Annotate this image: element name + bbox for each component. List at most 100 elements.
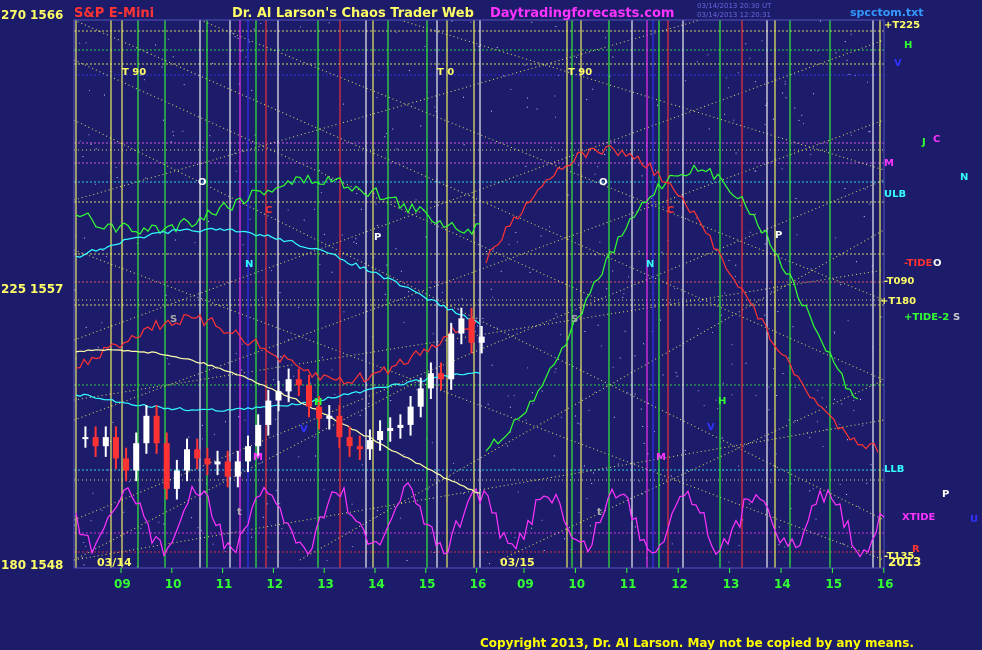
right-label: -T090 — [884, 276, 914, 287]
price-bar-body — [336, 415, 343, 438]
star — [392, 128, 394, 130]
star — [489, 563, 490, 565]
x-tick-label: 14 — [774, 577, 791, 591]
star — [261, 296, 263, 298]
trend-line — [73, 119, 885, 521]
star — [249, 218, 251, 220]
star — [832, 382, 834, 384]
star — [165, 294, 167, 296]
star — [241, 150, 243, 152]
indicator-curve — [75, 314, 481, 385]
indicator-curve — [75, 481, 885, 558]
chart-title: Dr. Al Larson's Chaos Trader Web — [232, 6, 474, 21]
star — [280, 356, 282, 358]
star — [168, 363, 170, 365]
y-label-bottom-price: 1548 — [30, 558, 63, 572]
star — [642, 426, 644, 427]
star — [754, 81, 756, 83]
star — [503, 75, 505, 77]
star — [784, 83, 786, 85]
star — [400, 270, 402, 272]
price-bar-body — [417, 388, 424, 407]
star — [594, 254, 596, 256]
star — [803, 123, 804, 125]
star — [605, 37, 606, 39]
star — [95, 183, 97, 185]
star — [754, 213, 756, 215]
star — [421, 181, 423, 183]
star — [781, 168, 783, 170]
star — [235, 353, 237, 354]
star — [510, 89, 512, 90]
chart-annotation: H — [314, 397, 322, 408]
chart-annotation: M — [253, 452, 263, 463]
star — [599, 241, 601, 243]
star — [798, 119, 800, 121]
star — [463, 96, 464, 98]
star — [90, 143, 92, 145]
price-bar-body — [255, 424, 262, 447]
site-link[interactable]: Daytradingforecasts.com — [490, 6, 674, 21]
date-label-day2: 03/15 — [500, 556, 535, 569]
star — [360, 208, 362, 210]
star — [424, 45, 426, 47]
star — [570, 549, 572, 550]
star — [486, 251, 488, 252]
price-bar-body — [356, 446, 363, 450]
right-label: P — [942, 489, 949, 500]
star — [101, 510, 103, 512]
star — [432, 333, 434, 335]
copyright-notice: Copyright 2013, Dr. Al Larson. May not b… — [480, 636, 914, 650]
star — [431, 442, 433, 444]
star — [85, 326, 87, 328]
star — [834, 331, 835, 333]
right-label: J — [921, 137, 926, 148]
star — [809, 490, 811, 492]
star — [737, 72, 739, 74]
star — [241, 343, 243, 345]
y-label-mid-scale: 225 — [1, 282, 26, 296]
star — [482, 317, 484, 319]
star — [341, 234, 343, 236]
star — [525, 165, 527, 167]
star — [531, 21, 533, 23]
right-label: S — [953, 312, 960, 323]
star — [525, 419, 527, 421]
star — [555, 368, 557, 370]
x-tick-label: 10 — [568, 577, 585, 591]
star — [724, 113, 726, 115]
star — [510, 431, 511, 433]
price-bar-body — [204, 458, 211, 465]
x-tick-label: 12 — [266, 577, 283, 591]
star — [331, 178, 333, 180]
star — [194, 242, 196, 244]
star — [847, 320, 849, 322]
star — [813, 93, 815, 95]
chart-annotation: N — [245, 259, 253, 270]
x-tick-label: 16 — [470, 577, 487, 591]
star — [768, 386, 770, 388]
right-label: LLB — [884, 464, 904, 475]
star — [101, 322, 103, 324]
star — [105, 558, 107, 560]
star — [415, 199, 417, 201]
star — [470, 21, 472, 23]
star — [237, 37, 239, 39]
star — [201, 529, 202, 531]
star — [146, 52, 148, 54]
star — [840, 284, 842, 286]
star — [92, 492, 94, 494]
chart-annotation: P — [374, 232, 381, 243]
star — [612, 270, 614, 272]
star — [788, 357, 789, 359]
chart-annotation: O — [198, 177, 207, 188]
star — [764, 243, 766, 245]
star — [790, 508, 792, 509]
star — [721, 437, 723, 439]
star — [853, 409, 855, 411]
star — [79, 140, 81, 142]
star — [386, 264, 388, 266]
star — [527, 97, 529, 99]
star — [251, 89, 253, 91]
